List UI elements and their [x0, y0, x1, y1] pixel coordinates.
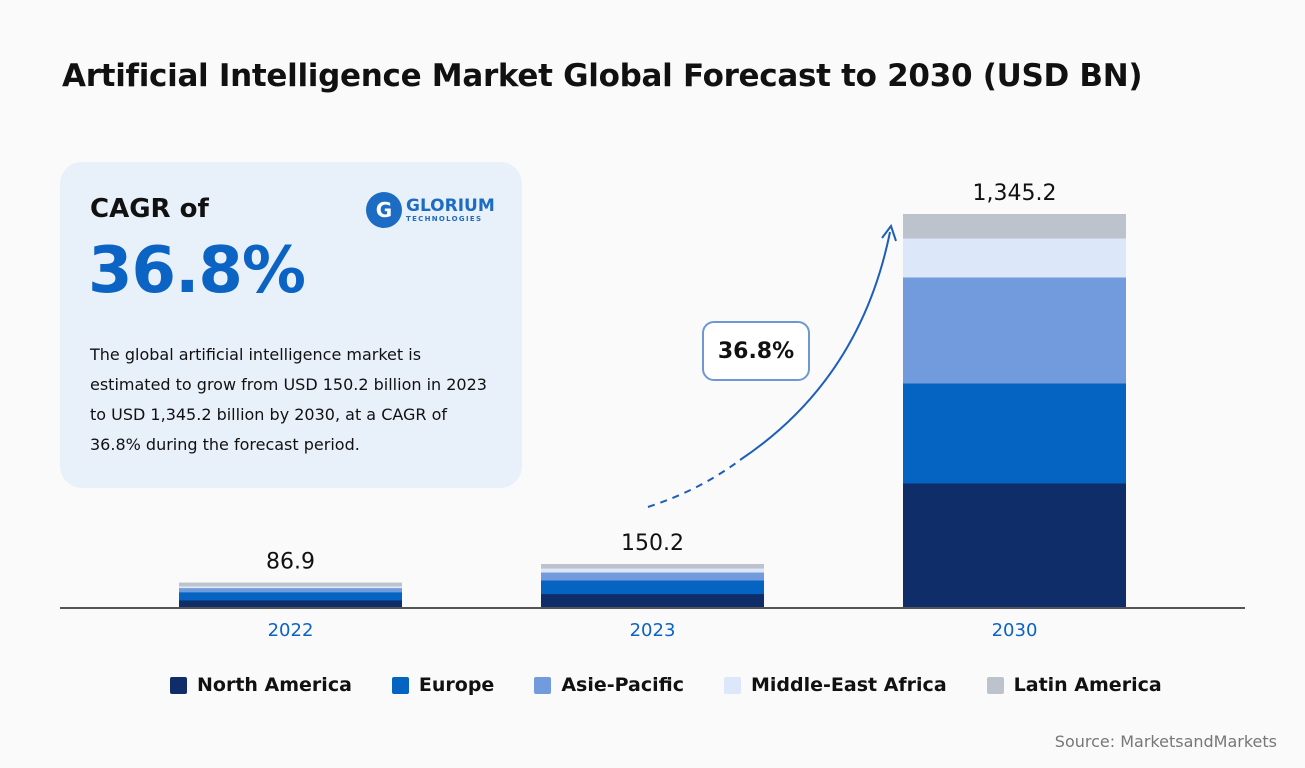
- bar-segment-2023-0: [541, 593, 764, 609]
- growth-bubble: 36.8%: [702, 321, 810, 381]
- description: The global artificial intelligence marke…: [90, 345, 487, 454]
- bar-segment-2023-2: [541, 572, 764, 581]
- legend-item: Europe: [391, 674, 495, 696]
- bar-segment-2023-3: [541, 568, 764, 573]
- bar-segment-2022-0: [179, 599, 402, 609]
- bar-segment-2030-2: [903, 277, 1126, 384]
- logo-icon: G: [366, 192, 402, 228]
- legend-swatch: [391, 676, 409, 694]
- total-label-2023: 150.2: [621, 531, 684, 556]
- total-label-2030: 1,345.2: [973, 181, 1057, 206]
- legend-swatch: [170, 676, 187, 694]
- bar-segment-2030-4: [903, 214, 1126, 239]
- arrow-head-icon: [881, 223, 897, 242]
- logo-name: GLORIUM: [406, 195, 495, 216]
- bar-segment-2030-0: [903, 482, 1126, 609]
- legend-item: Middle-East Africa: [723, 674, 947, 696]
- legend-swatch: [723, 676, 741, 694]
- cagr-label: CAGR of: [90, 194, 209, 224]
- logo: G GLORIUM TECHNOLOGIES: [366, 192, 495, 228]
- total-label-2022: 86.9: [266, 550, 315, 575]
- bar-segment-2022-4: [179, 582, 402, 587]
- legend: North America Europe Asie-Pacific Middle-Ea…: [170, 674, 1162, 696]
- x-tick-2022: 2022: [268, 620, 314, 641]
- legend-item: North America: [170, 674, 352, 696]
- legend-swatch: [986, 676, 1004, 694]
- cagr-card: CAGR of 36.8% The global artificial inte…: [60, 162, 522, 488]
- bar-segment-2022-2: [179, 587, 402, 593]
- growth-arrow-dashed: [647, 459, 741, 508]
- legend-label: Asie-Pacific: [561, 674, 684, 696]
- legend-swatch: [534, 676, 552, 694]
- x-tick-2023: 2023: [630, 620, 676, 641]
- legend-label: Latin America: [1013, 674, 1162, 696]
- bar-segment-2022-1: [179, 591, 402, 601]
- growth-arrow: [739, 231, 891, 461]
- source: Source: MarketsandMarkets: [1054, 732, 1277, 751]
- cagr-value: 36.8%: [88, 234, 306, 308]
- bar-segment-2030-3: [903, 238, 1126, 278]
- legend-label: North America: [197, 674, 352, 696]
- bar-segment-2030-1: [903, 382, 1126, 484]
- bar-segment-2023-1: [541, 580, 764, 595]
- legend-item: Asie-Pacific: [534, 674, 684, 696]
- legend-item: Latin America: [986, 674, 1162, 696]
- bar-segment-2023-4: [541, 564, 764, 569]
- chart-title: Artificial Intelligence Market Global Fo…: [62, 58, 1143, 94]
- logo-sub: TECHNOLOGIES: [406, 214, 483, 223]
- legend-label: Middle-East Africa: [750, 674, 947, 696]
- bar-segment-2022-3: [179, 585, 402, 589]
- legend-label: Europe: [418, 674, 495, 696]
- x-tick-2030: 2030: [992, 620, 1038, 641]
